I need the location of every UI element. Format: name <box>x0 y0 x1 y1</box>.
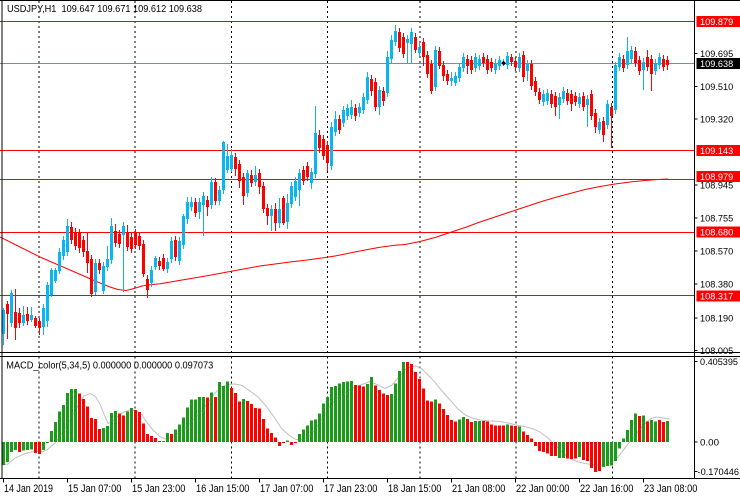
svg-text:108.380: 108.380 <box>700 280 733 291</box>
svg-text:15 Jan 07:00: 15 Jan 07:00 <box>68 483 121 495</box>
svg-text:17 Jan 23:00: 17 Jan 23:00 <box>324 483 377 495</box>
svg-text:MACD_color(5,34,5) 0.000000 0.: MACD_color(5,34,5) 0.000000 0.000000 0.0… <box>6 361 213 372</box>
svg-text:108.570: 108.570 <box>700 247 733 258</box>
svg-text:-0.170446: -0.170446 <box>698 467 740 478</box>
svg-text:17 Jan 07:00: 17 Jan 07:00 <box>260 483 313 495</box>
svg-text:0.00: 0.00 <box>700 438 719 449</box>
svg-text:108.755: 108.755 <box>700 214 733 225</box>
svg-text:21 Jan 08:00: 21 Jan 08:00 <box>452 483 505 495</box>
svg-text:109.510: 109.510 <box>700 82 733 93</box>
svg-text:109.638: 109.638 <box>700 59 733 70</box>
svg-text:108.317: 108.317 <box>700 292 733 303</box>
svg-text:109.695: 109.695 <box>700 49 733 60</box>
svg-text:109.320: 109.320 <box>700 115 733 126</box>
svg-text:14 Jan 2019: 14 Jan 2019 <box>4 483 53 495</box>
svg-text:108.680: 108.680 <box>700 228 733 239</box>
svg-text:108.190: 108.190 <box>700 314 733 325</box>
svg-text:18 Jan 15:00: 18 Jan 15:00 <box>388 483 441 495</box>
svg-text:108.945: 108.945 <box>700 181 733 192</box>
svg-text:23 Jan 08:00: 23 Jan 08:00 <box>644 483 697 495</box>
svg-text:108.979: 108.979 <box>700 172 733 183</box>
svg-text:109.143: 109.143 <box>700 146 733 157</box>
svg-text:22 Jan 00:00: 22 Jan 00:00 <box>516 483 569 495</box>
svg-text:109.879: 109.879 <box>700 17 733 28</box>
svg-text:22 Jan 16:00: 22 Jan 16:00 <box>580 483 633 495</box>
svg-text:USDJPY,H1 109.647 109.671 109: USDJPY,H1 109.647 109.671 109.612 109.63… <box>7 4 202 15</box>
svg-text:15 Jan 23:00: 15 Jan 23:00 <box>132 483 185 495</box>
svg-text:108.005: 108.005 <box>700 346 733 357</box>
svg-text:16 Jan 15:00: 16 Jan 15:00 <box>196 483 249 495</box>
svg-text:0.405395: 0.405395 <box>700 357 738 368</box>
